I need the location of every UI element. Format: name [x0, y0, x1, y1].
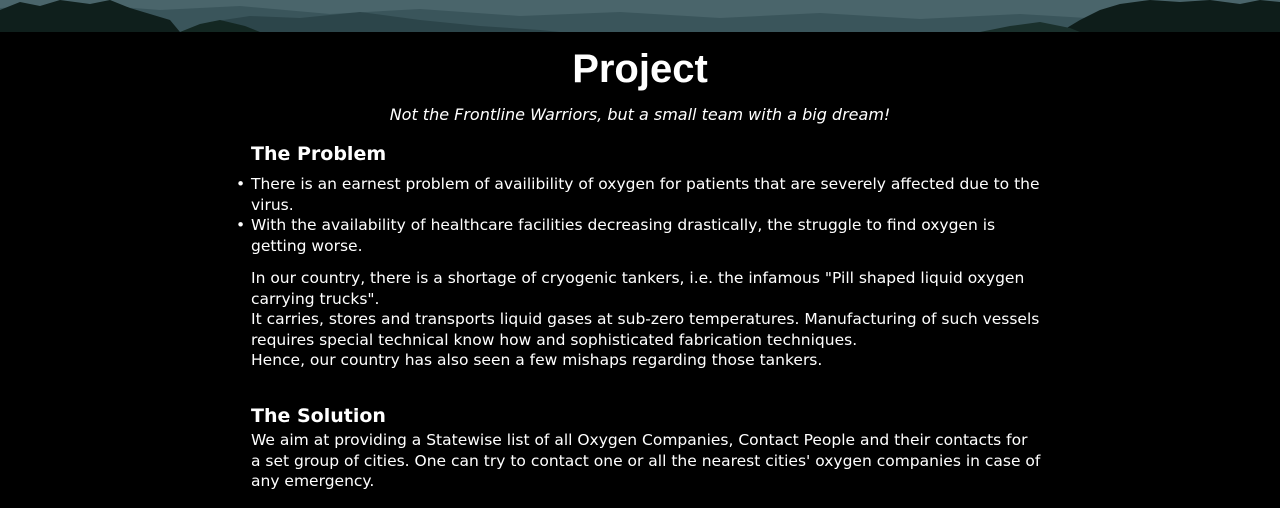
solution-section: The Solution We aim at providing a State… — [251, 404, 1041, 492]
problem-bullet-text: There is an earnest problem of availibil… — [251, 175, 1040, 214]
page-title: Project — [572, 47, 708, 91]
problem-bullet-text: With the availability of healthcare faci… — [251, 216, 996, 255]
problem-bullet-list: • There is an earnest problem of availib… — [236, 174, 1041, 256]
paragraph-line: In our country, there is a shortage of c… — [251, 269, 1025, 308]
problem-section: The Problem • There is an earnest proble… — [236, 142, 1041, 371]
project-section: Project Not the Frontline Warriors, but … — [0, 32, 1280, 508]
bullet-icon: • — [236, 175, 246, 193]
solution-text: We aim at providing a Statewise list of … — [251, 431, 1041, 490]
list-item: • There is an earnest problem of availib… — [236, 174, 1041, 215]
hero-banner-image — [0, 0, 1280, 32]
page-subtitle: Not the Frontline Warriors, but a small … — [389, 105, 891, 124]
problem-heading: The Problem — [251, 143, 387, 165]
bullet-icon: • — [236, 216, 246, 234]
paragraph-line: It carries, stores and transports liquid… — [251, 310, 1040, 349]
list-item: • With the availability of healthcare fa… — [236, 215, 1041, 256]
problem-paragraph: In our country, there is a shortage of c… — [251, 268, 1041, 371]
landscape-illustration — [0, 0, 1280, 32]
paragraph-line: Hence, our country has also seen a few m… — [251, 351, 823, 369]
solution-heading: The Solution — [251, 405, 386, 427]
